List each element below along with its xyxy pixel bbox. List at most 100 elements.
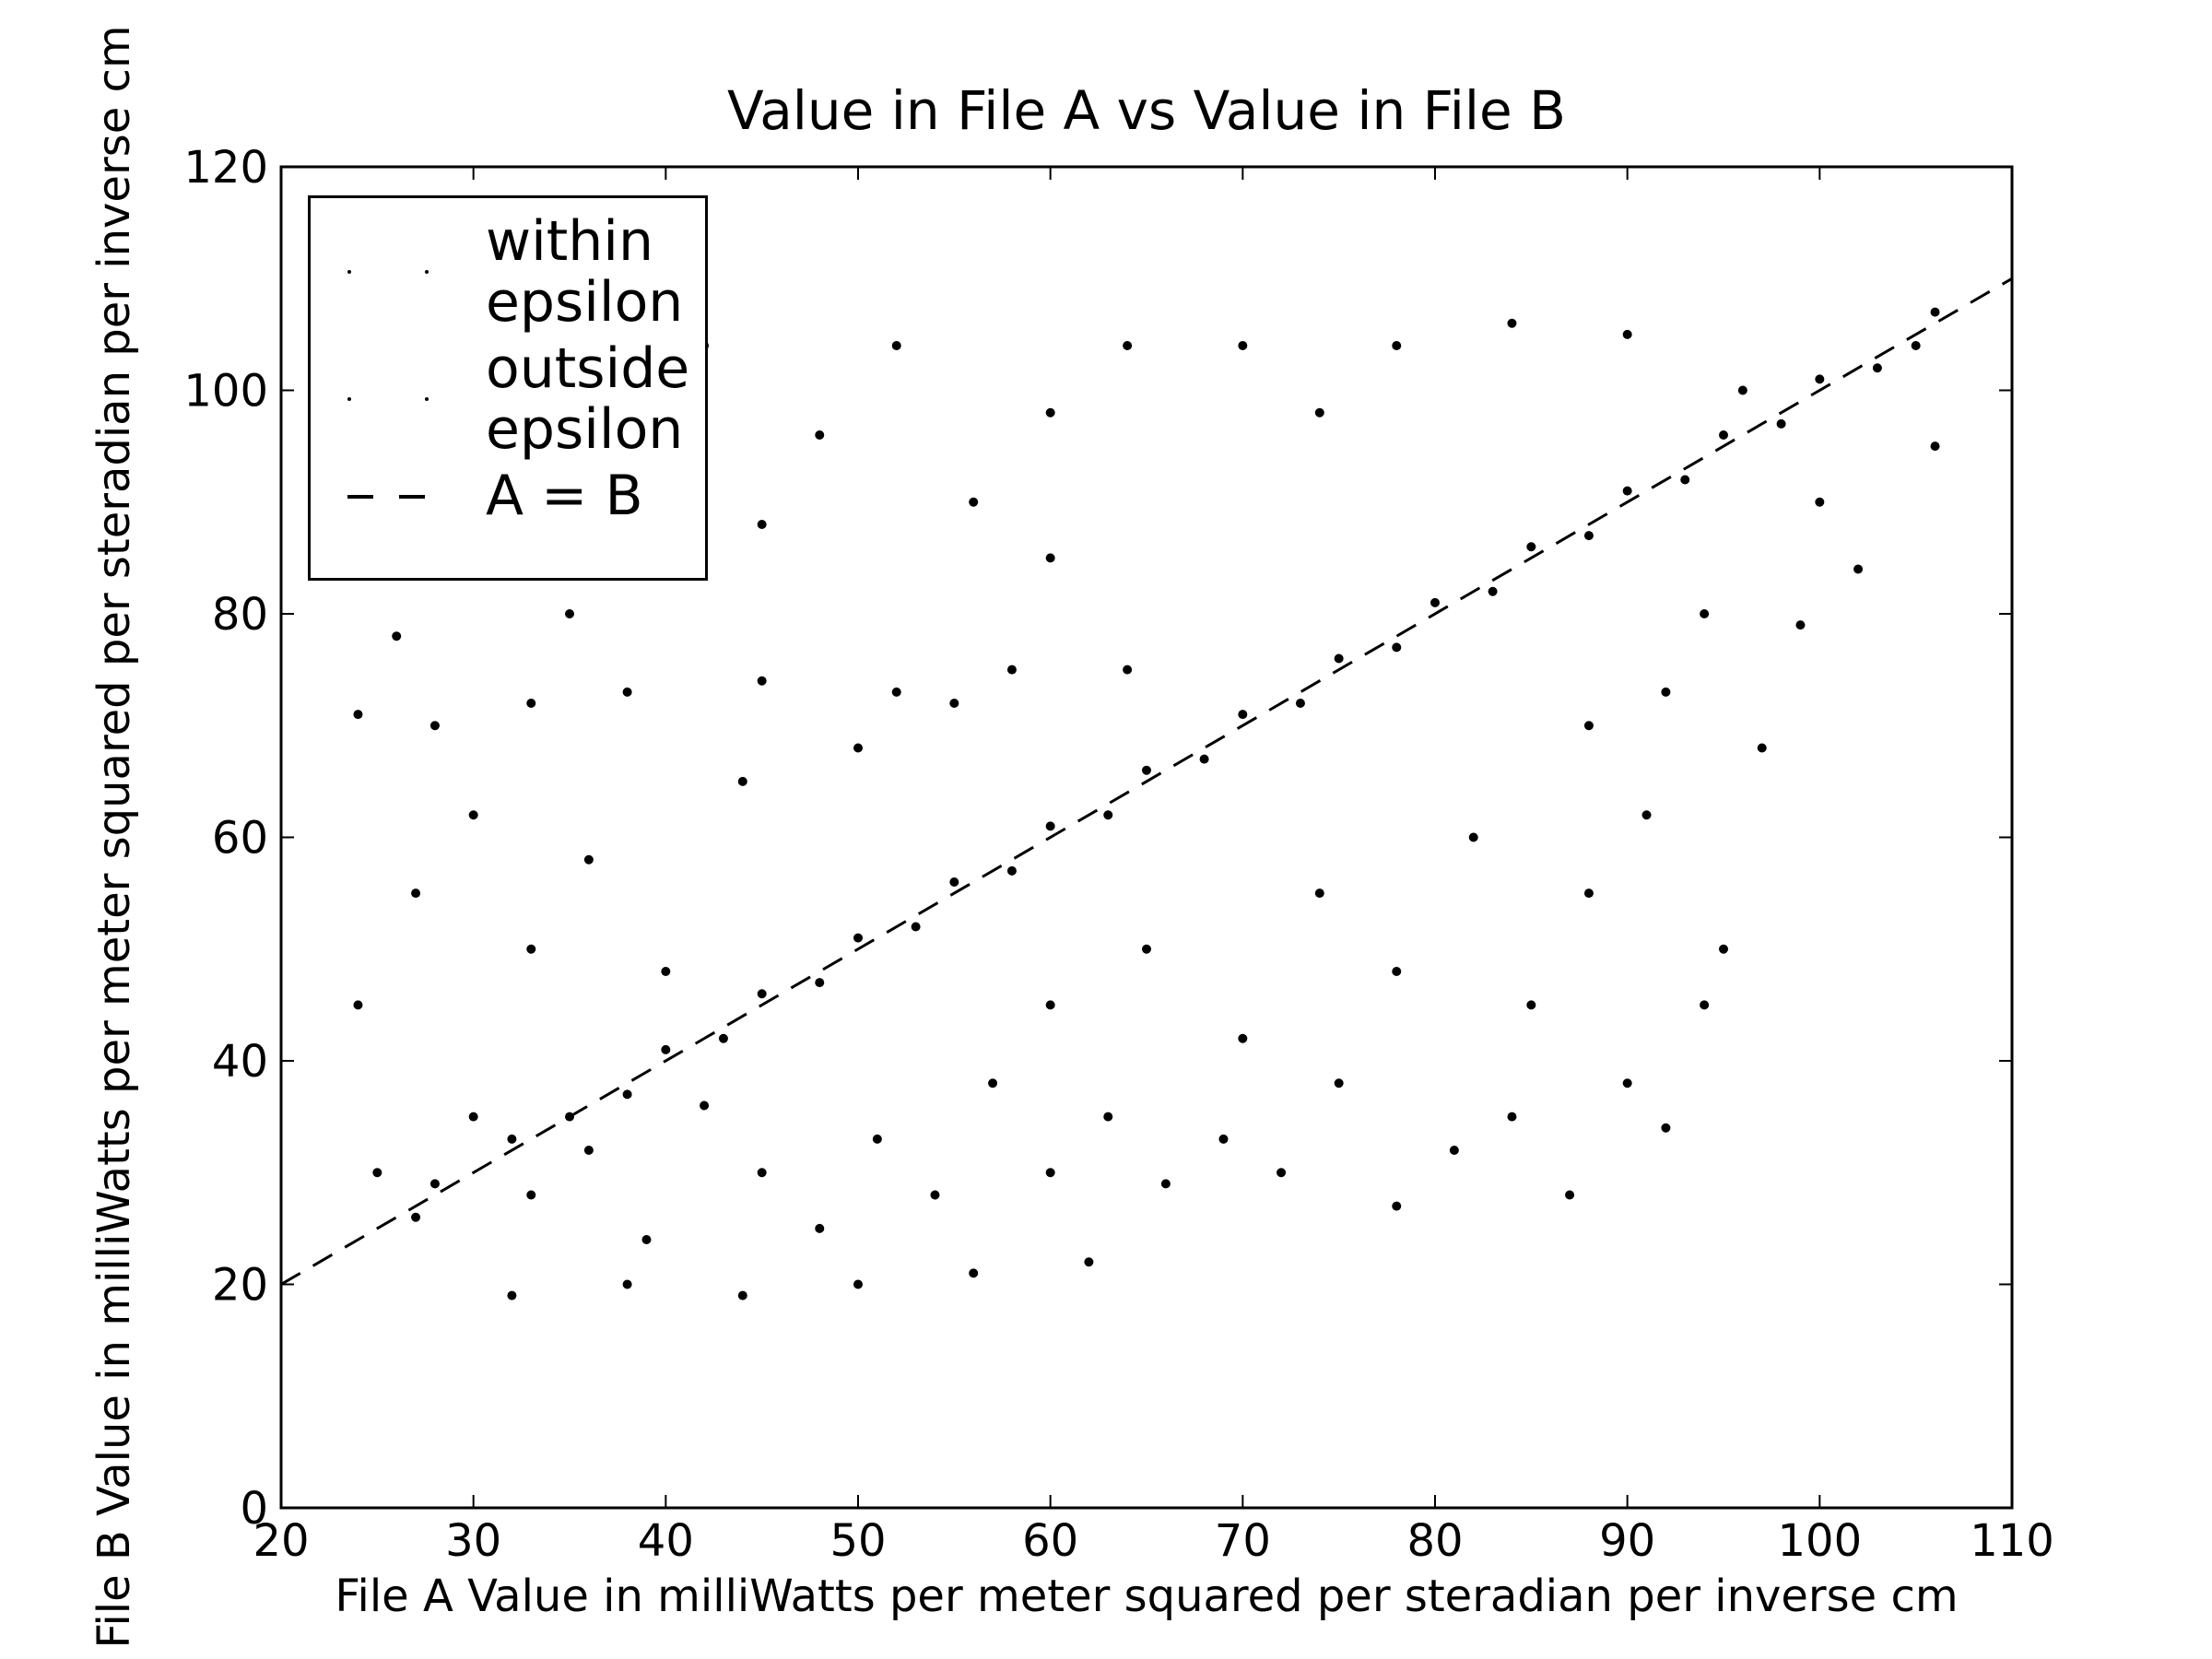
x-tick-label: 20 (253, 1515, 309, 1567)
scatter-point (1295, 699, 1305, 708)
scatter-point (1084, 1257, 1094, 1267)
scatter-point (1430, 597, 1440, 607)
x-tick-label: 80 (1406, 1515, 1463, 1567)
chart-title: Value in File A vs Value in File B (727, 79, 1566, 142)
scatter-point (1700, 1000, 1710, 1010)
scatter-point (622, 687, 632, 697)
y-tick-label: 20 (212, 1260, 268, 1312)
y-tick-label: 120 (183, 142, 268, 194)
scatter-point (1449, 1146, 1459, 1155)
plot-area (281, 276, 2012, 1300)
scatter-point (1277, 1168, 1287, 1178)
legend: within epsilon outside epsilon A = B (308, 195, 708, 581)
scatter-point (1719, 430, 1728, 440)
scatter-point (1930, 307, 1940, 317)
scatter-point (1776, 418, 1786, 429)
scatter-point (815, 430, 825, 440)
reference-line (281, 276, 2012, 1286)
scatter-point (583, 1146, 594, 1155)
scatter-point (1103, 810, 1113, 820)
scatter-point (1526, 1000, 1536, 1010)
scatter-point (1680, 475, 1690, 485)
legend-label: outside epsilon (486, 336, 690, 462)
scatter-point (353, 1000, 363, 1010)
legend-label: within epsilon (486, 209, 684, 335)
scatter-point (392, 631, 402, 641)
y-tick-label: 100 (183, 366, 268, 418)
scatter-point (353, 710, 363, 720)
x-tick-label: 50 (830, 1515, 886, 1567)
scatter-point (1392, 341, 1402, 350)
scatter-point (1045, 407, 1055, 418)
scatter-point (930, 1190, 940, 1200)
x-tick-label: 30 (445, 1515, 501, 1567)
scatter-point (1641, 810, 1652, 820)
scatter-point (1468, 832, 1478, 842)
scatter-point (1045, 821, 1055, 831)
scatter-point (1507, 1112, 1517, 1122)
scatter-point (1392, 967, 1402, 976)
scatter-point (1334, 653, 1344, 664)
scatter-point (1911, 341, 1921, 350)
scatter-point (1853, 564, 1864, 574)
scatter-point (815, 978, 825, 988)
scatter-point (757, 676, 767, 686)
scatter-point (622, 1089, 632, 1100)
scatter-point (1392, 642, 1402, 653)
scatter-point (1218, 1134, 1229, 1144)
y-tick-label: 40 (212, 1036, 268, 1088)
scatter-point (622, 1279, 632, 1289)
scatter-point (1583, 531, 1594, 541)
scatter-point (1930, 441, 1940, 452)
scatter-point (1392, 1201, 1402, 1211)
x-tick-label: 60 (1022, 1515, 1078, 1567)
scatter-point (1622, 486, 1632, 496)
scatter-point (411, 1212, 421, 1222)
scatter-point (872, 1134, 882, 1144)
scatter-point (1507, 318, 1517, 328)
scatter-point (1737, 385, 1747, 395)
scatter-point (1006, 665, 1017, 675)
legend-marker (311, 244, 486, 300)
legend-entry: A = B (311, 465, 705, 526)
scatter-point (1583, 888, 1594, 899)
scatter-point (526, 1190, 536, 1200)
scatter-point (1815, 374, 1825, 384)
x-tick-label: 110 (1970, 1515, 2054, 1567)
scatter-point (1334, 1078, 1344, 1088)
x-tick-label: 70 (1215, 1515, 1271, 1567)
scatter-point (1238, 1033, 1248, 1043)
scatter-point (429, 1179, 440, 1189)
x-tick-label: 90 (1599, 1515, 1655, 1567)
scatter-point (1045, 1000, 1055, 1010)
scatter-point (1622, 329, 1632, 339)
legend-marker (311, 371, 486, 427)
legend-entry: outside epsilon (311, 338, 705, 460)
scatter-point (853, 1279, 863, 1289)
scatter-point (1045, 1168, 1055, 1178)
legend-entry: within epsilon (311, 211, 705, 333)
scatter-point (1488, 586, 1498, 596)
scatter-point (1314, 407, 1324, 418)
scatter-point (661, 1044, 671, 1054)
scatter-point (661, 967, 671, 976)
scatter-point (1006, 865, 1017, 876)
scatter-point (526, 699, 536, 708)
scatter-point (1622, 1078, 1632, 1088)
scatter-point (507, 1290, 517, 1300)
scatter-point (468, 810, 478, 820)
scatter-point (1815, 497, 1825, 507)
scatter-point (1123, 341, 1133, 350)
scatter-point (411, 888, 421, 899)
scatter-point (583, 854, 594, 865)
scatter-point (641, 1235, 652, 1244)
scatter-point (1526, 542, 1536, 552)
scatter-point (1160, 1179, 1171, 1189)
scatter-point (969, 1268, 979, 1278)
scatter-point (1238, 341, 1248, 350)
scatter-point (1757, 743, 1767, 753)
scatter-point (1583, 721, 1594, 731)
scatter-point (757, 1168, 767, 1178)
